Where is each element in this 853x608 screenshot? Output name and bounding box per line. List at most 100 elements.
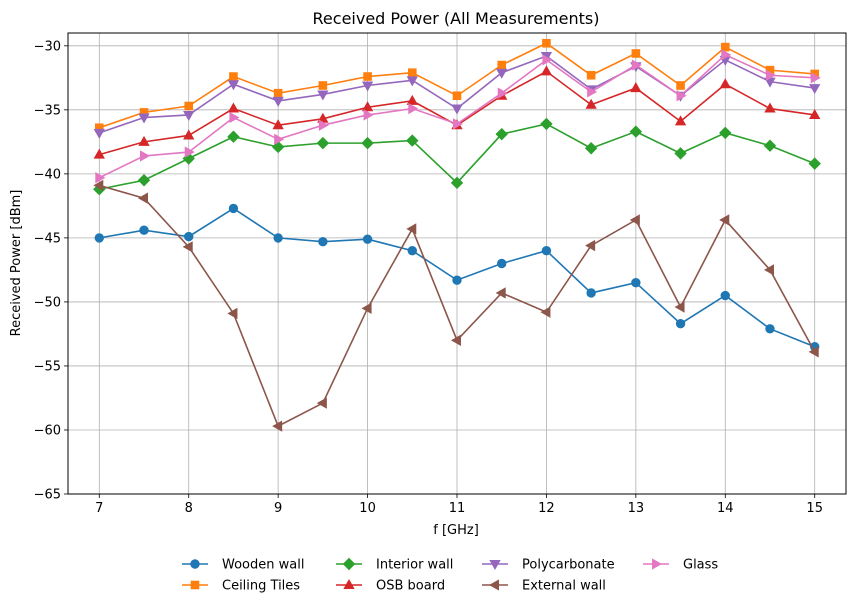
data-point: [272, 96, 284, 107]
data-point: [629, 125, 643, 138]
legend-item: Polycarbonate: [482, 558, 615, 573]
legend-marker: [190, 559, 200, 569]
legend-label: Interior wall: [376, 558, 453, 573]
data-point: [584, 142, 598, 155]
y-axis-label: Received Power [dBm]: [9, 190, 24, 337]
data-point: [406, 76, 418, 87]
data-point: [228, 203, 239, 214]
data-point: [542, 54, 553, 66]
data-point: [808, 157, 821, 170]
data-point: [540, 65, 553, 76]
data-point: [229, 72, 238, 81]
data-point: [453, 118, 464, 130]
data-point: [93, 128, 105, 139]
legend-marker: [190, 580, 200, 590]
data-point: [273, 88, 283, 98]
x-tick-label: 11: [449, 501, 466, 516]
series-glass: [95, 49, 821, 184]
data-point: [719, 214, 730, 226]
data-point: [316, 136, 330, 150]
data-point: [451, 104, 463, 115]
data-point: [93, 179, 104, 192]
data-point: [93, 148, 105, 159]
data-point: [585, 239, 596, 252]
data-point: [540, 306, 551, 318]
legend-label: Glass: [683, 558, 718, 573]
y-tick-label: −35: [34, 103, 61, 118]
data-point: [809, 84, 821, 95]
x-tick-label: 10: [359, 501, 376, 516]
x-tick-label: 12: [538, 501, 555, 516]
data-point: [318, 81, 328, 90]
series-external-wall: [93, 179, 819, 432]
legend-item: Wooden wall: [182, 558, 304, 573]
data-point: [137, 192, 149, 204]
data-point: [361, 81, 374, 92]
data-point: [585, 98, 597, 109]
data-point: [674, 147, 687, 160]
data-point: [227, 307, 238, 320]
data-point: [138, 135, 150, 146]
legend-marker: [652, 558, 663, 570]
x-tick-label: 7: [95, 501, 103, 516]
data-point: [586, 288, 596, 298]
data-point: [227, 130, 240, 143]
legend-item: Glass: [643, 558, 718, 573]
legend-label: Ceiling Tiles: [222, 579, 300, 594]
data-point: [363, 72, 372, 81]
data-point: [140, 150, 151, 162]
data-point: [587, 86, 598, 98]
data-point: [450, 334, 461, 346]
data-point: [272, 119, 284, 130]
data-point: [182, 241, 193, 253]
legend-label: External wall: [522, 579, 606, 594]
data-point: [273, 233, 283, 243]
data-point: [229, 111, 240, 124]
y-tick-label: −40: [34, 167, 61, 182]
data-point: [95, 172, 106, 184]
data-point: [719, 126, 732, 140]
data-point: [808, 346, 819, 358]
chart-title: Received Power (All Measurements): [313, 9, 600, 28]
series-wooden-wall: [94, 203, 820, 352]
data-point: [496, 68, 508, 79]
data-point: [629, 214, 640, 226]
data-point: [361, 136, 374, 150]
data-point: [676, 90, 687, 102]
data-point: [227, 102, 240, 113]
legend-item: Ceiling Tiles: [182, 579, 300, 594]
data-point: [184, 231, 194, 242]
data-point: [184, 101, 194, 111]
legend-marker: [342, 557, 356, 571]
data-point: [541, 245, 552, 256]
data-point: [542, 38, 551, 48]
data-point: [318, 237, 328, 247]
data-point: [450, 176, 464, 190]
data-point: [272, 420, 283, 432]
series-interior-wall: [93, 117, 821, 196]
legend-label: Polycarbonate: [522, 558, 615, 573]
data-point: [674, 301, 685, 313]
data-point: [631, 49, 641, 58]
data-point: [452, 275, 462, 285]
data-point: [274, 133, 285, 145]
legend-label: Wooden wall: [222, 558, 304, 573]
data-point: [763, 139, 777, 152]
data-point: [764, 102, 776, 113]
data-point: [94, 233, 104, 243]
data-point: [495, 127, 508, 141]
legend-item: Interior wall: [336, 558, 453, 573]
x-tick-label: 13: [628, 501, 645, 516]
data-point: [452, 91, 462, 101]
data-point: [137, 174, 151, 187]
data-point: [720, 42, 730, 52]
data-point: [719, 78, 731, 89]
data-point: [406, 94, 418, 105]
legend-label: OSB board: [376, 579, 445, 594]
legend-item: OSB board: [336, 579, 445, 594]
data-point: [765, 69, 777, 81]
data-point: [721, 49, 732, 61]
data-point: [317, 90, 329, 101]
data-point: [316, 397, 327, 409]
data-point: [765, 324, 775, 334]
